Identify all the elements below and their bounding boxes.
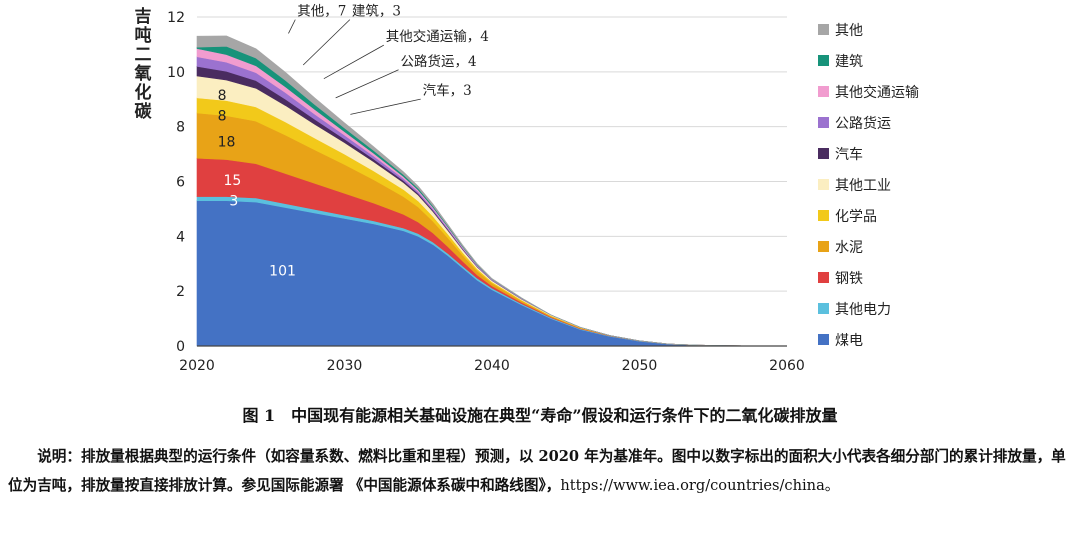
y-tick-label: 2 <box>176 284 185 300</box>
legend-item: 其他电力 <box>818 293 1068 324</box>
callout-label: 其他交通运输，4 <box>386 28 489 45</box>
callout-label: 其他，7 <box>297 4 346 20</box>
legend-item: 其他交通运输 <box>818 76 1068 107</box>
legend-item: 化学品 <box>818 200 1068 231</box>
area-value-label: 15 <box>223 173 241 189</box>
y-axis-title: 吉吨二氧化碳 <box>134 7 152 122</box>
legend-swatch <box>818 179 829 190</box>
figure-caption: 图 1 中国现有能源相关基础设施在典型“寿命”假设和运行条件下的二氧化碳排放量 <box>242 406 838 425</box>
callout-leader-line <box>302 19 351 66</box>
legend-swatch <box>818 24 829 35</box>
legend-label: 水泥 <box>835 239 863 256</box>
legend-label: 其他交通运输 <box>835 84 919 101</box>
callout-label: 建筑，3 <box>352 4 401 20</box>
legend-label: 化学品 <box>835 208 877 225</box>
note-url: https://www.iea.org/countries/china。 <box>560 477 840 494</box>
axes: 0 2 4 6 8 10 12 2020 2030 2040 2050 2060 <box>167 10 805 374</box>
callout-leader-line <box>323 44 384 80</box>
area-value-label: 8 <box>218 109 227 125</box>
legend-label: 钢铁 <box>835 270 863 287</box>
legend-swatch <box>818 210 829 221</box>
legend-item: 水泥 <box>818 231 1068 262</box>
legend-swatch <box>818 86 829 97</box>
legend-item: 钢铁 <box>818 262 1068 293</box>
legend-swatch <box>818 272 829 283</box>
y-tick-label: 6 <box>176 175 185 191</box>
note-text: 说明：排放量根据典型的运行条件（如容量系数、燃料比重和里程）预测，以 2020 … <box>8 448 1066 494</box>
legend-swatch <box>818 303 829 314</box>
legend-label: 其他电力 <box>835 301 891 318</box>
x-tick-label: 2050 <box>622 358 658 374</box>
legend-item: 汽车 <box>818 138 1068 169</box>
legend-swatch <box>818 55 829 66</box>
legend-item: 建筑 <box>818 45 1068 76</box>
legend-swatch <box>818 334 829 345</box>
legend-item: 公路货运 <box>818 107 1068 138</box>
x-tick-label: 2020 <box>179 358 215 374</box>
area-value-label: 3 <box>229 194 238 210</box>
callout-label: 汽车，3 <box>423 82 472 99</box>
callout-leader-line <box>288 19 296 34</box>
callout-leader-line <box>350 98 421 115</box>
legend-label: 其他 <box>835 22 863 39</box>
emissions-area-chart: 0 2 4 6 8 10 12 2020 2030 2040 2050 2060 101 3 15 18 8 8… <box>167 4 805 374</box>
callout-labels: 其他，7 建筑，3 其他交通运输，4 公路货运，4 汽车，3 <box>288 4 489 115</box>
area-labels: 101 3 15 18 8 8 <box>218 88 296 279</box>
callout-label: 公路货运，4 <box>401 53 477 70</box>
legend-item: 煤电 <box>818 324 1068 355</box>
legend-swatch <box>818 117 829 128</box>
x-tick-label: 2040 <box>474 358 510 374</box>
legend-label: 其他工业 <box>835 177 891 194</box>
stacked-areas <box>196 35 788 347</box>
x-tick-label: 2060 <box>769 358 805 374</box>
legend-label: 煤电 <box>835 332 863 349</box>
area-value-label: 8 <box>218 88 227 104</box>
area-value-label: 101 <box>269 264 296 280</box>
legend-item: 其他 <box>818 14 1068 45</box>
legend-label: 建筑 <box>835 53 863 70</box>
legend: 其他建筑其他交通运输 公路货运汽车其他工业化学品水泥钢铁其他电力煤电 <box>818 14 1068 355</box>
legend-label: 公路货运 <box>835 115 891 132</box>
y-tick-label: 4 <box>176 229 185 245</box>
y-tick-label: 10 <box>167 65 185 81</box>
y-tick-label: 12 <box>167 10 185 26</box>
area-value-label: 18 <box>218 135 236 151</box>
x-tick-label: 2030 <box>327 358 363 374</box>
legend-label: 汽车 <box>835 146 863 163</box>
callout-leader-line <box>335 69 399 99</box>
y-tick-label: 0 <box>176 339 185 355</box>
y-tick-label: 8 <box>176 120 185 136</box>
figure-note: 说明：排放量根据典型的运行条件（如容量系数、燃料比重和里程）预测，以 2020 … <box>8 442 1074 500</box>
legend-swatch <box>818 241 829 252</box>
legend-item: 其他工业 <box>818 169 1068 200</box>
legend-swatch <box>818 148 829 159</box>
